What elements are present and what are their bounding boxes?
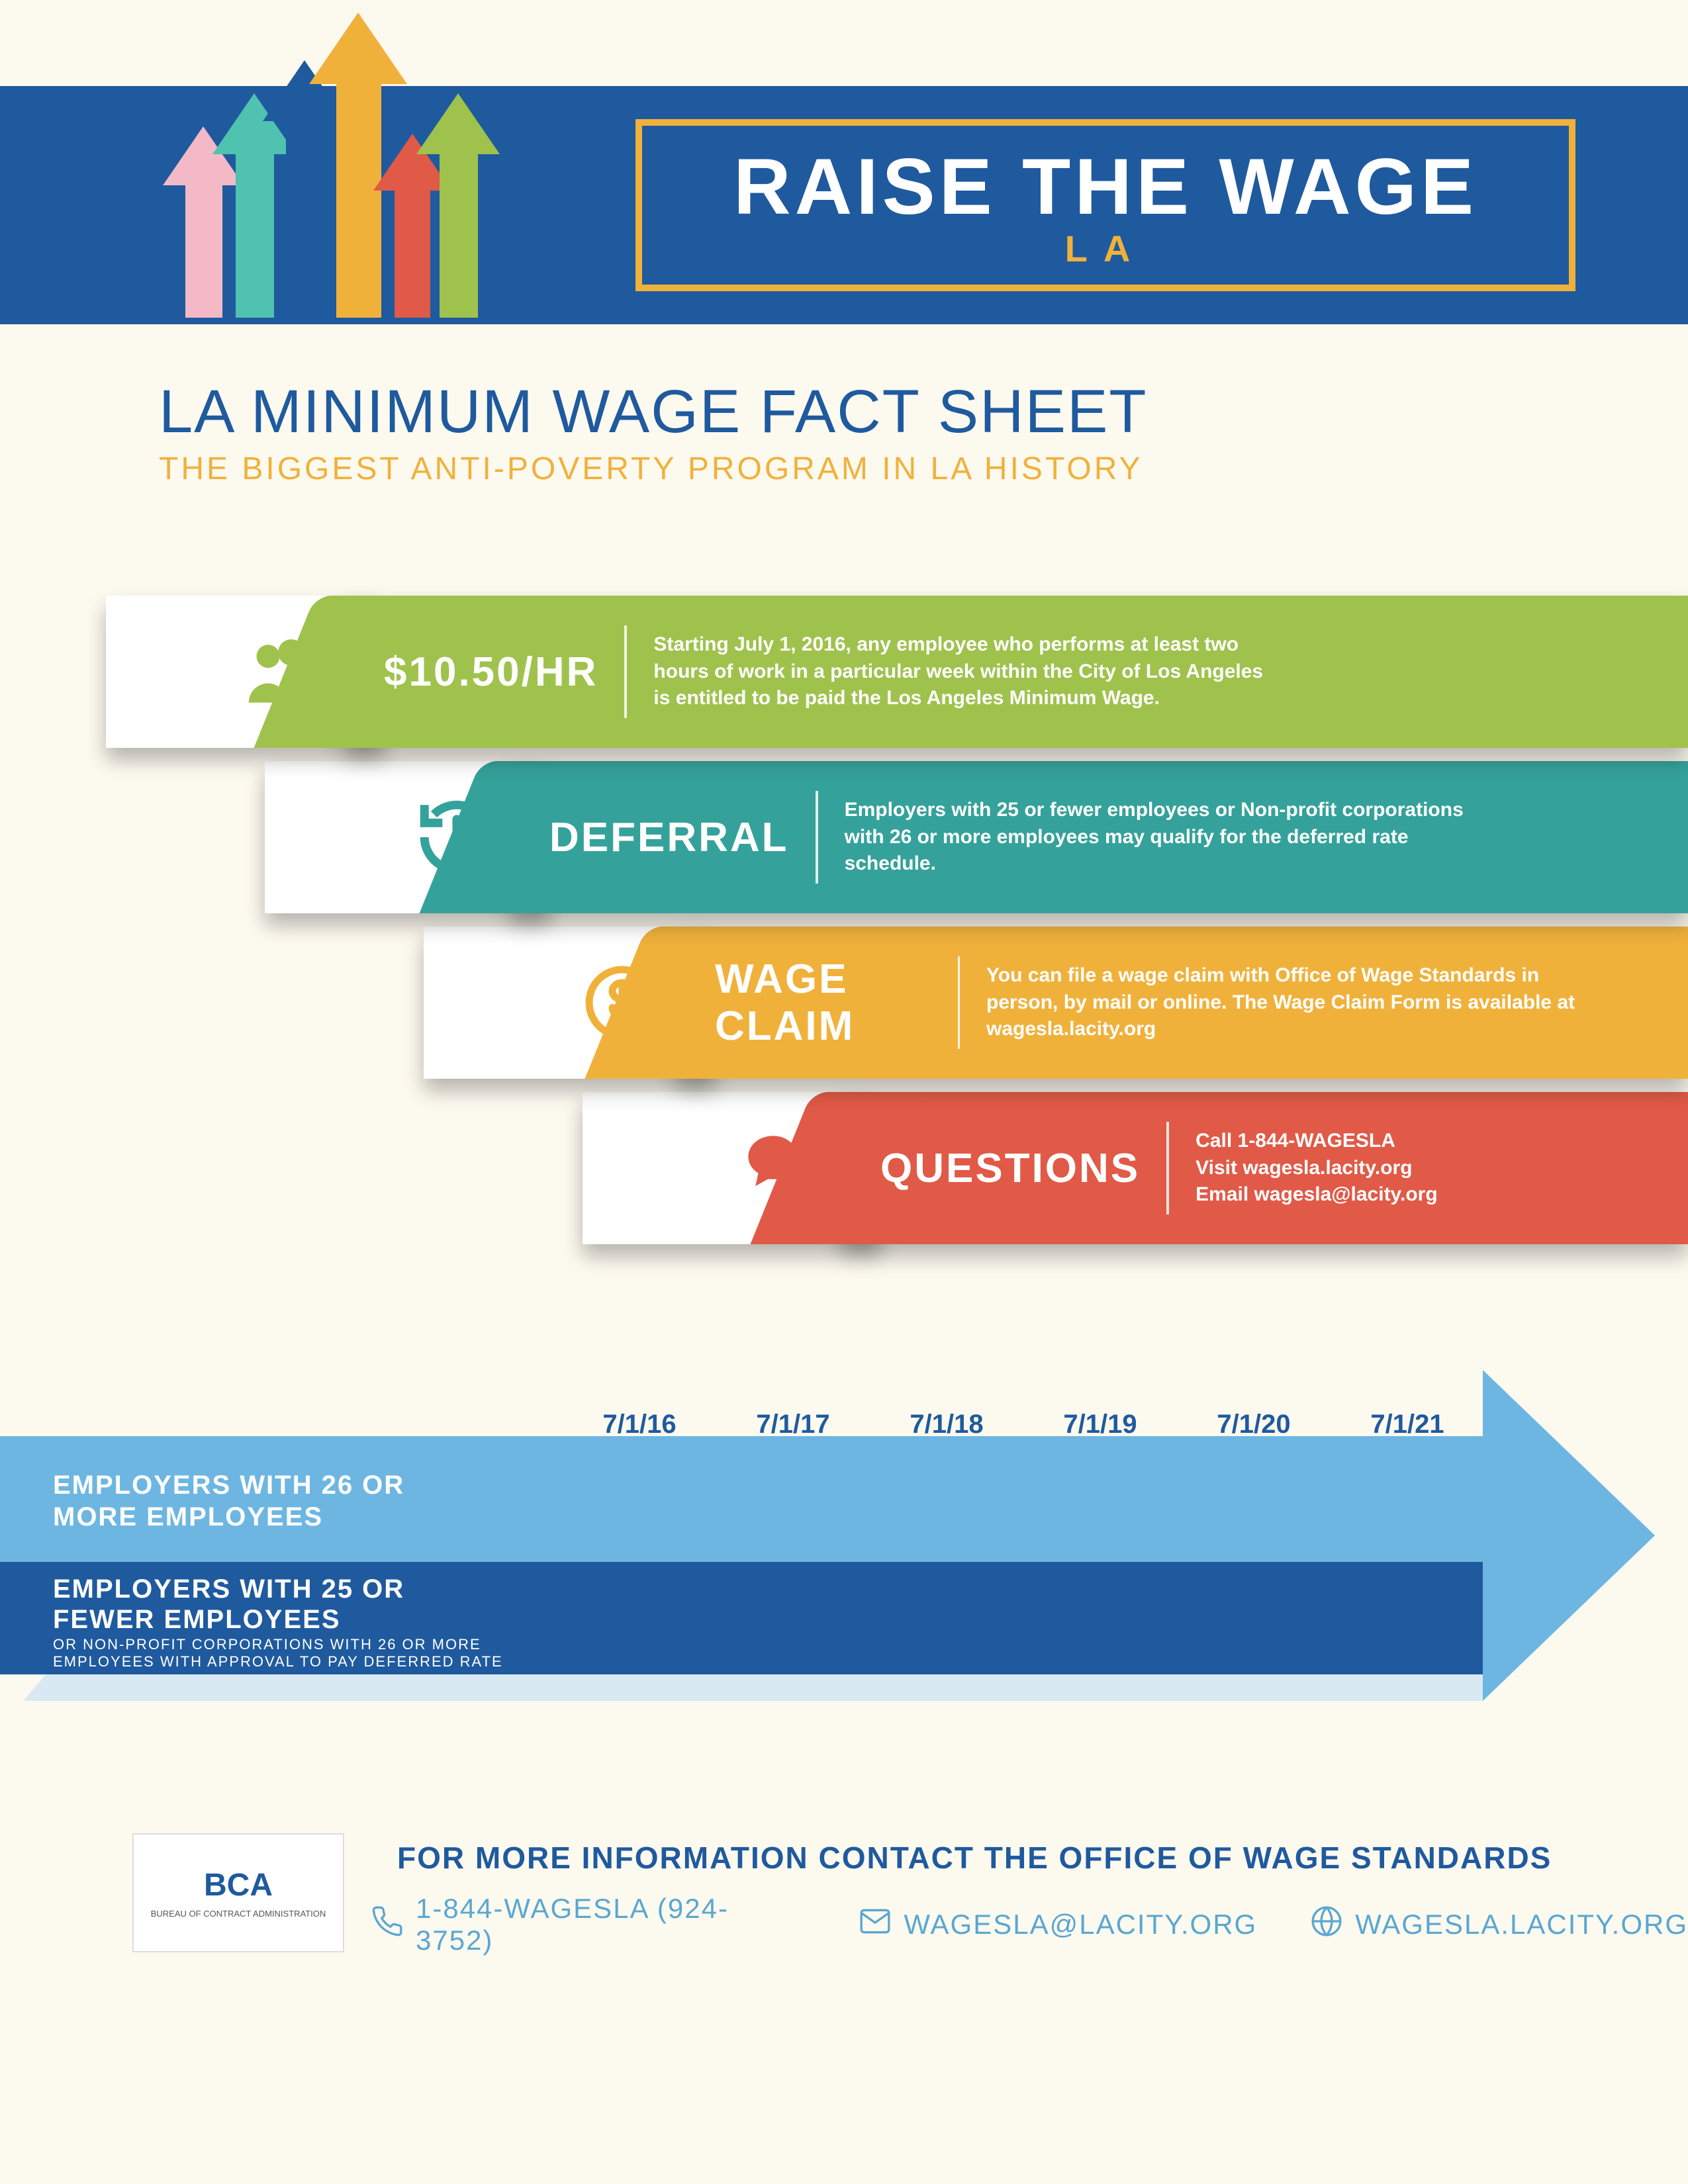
- mail-icon: [859, 1905, 892, 1944]
- footer-phone[interactable]: 1-844-WAGESLA (924-3752): [371, 1893, 806, 1956]
- band-row: DEFERRALEmployers with 25 or fewer emplo…: [0, 761, 1688, 927]
- arrows-logo: [185, 26, 530, 357]
- band-description: Call 1-844-WAGESLAVisit wagesla.lacity.o…: [1169, 1128, 1517, 1208]
- globe-icon: [1310, 1905, 1343, 1944]
- title-main: RAISE THE WAGE: [733, 141, 1477, 232]
- band-row: $10.50/HRStarting July 1, 2016, any empl…: [0, 596, 1688, 761]
- footer-email-text: WAGESLA@LACITY.ORG: [904, 1909, 1257, 1940]
- heading-sub: THE BIGGEST ANTI-POVERTY PROGRAM IN LA H…: [159, 451, 1549, 487]
- wage-schedule: 7/1/16$10.50DEFERRED7/1/17$12.00$10.507/…: [0, 1410, 1688, 1714]
- logo-acronym: BCA: [204, 1867, 273, 1903]
- schedule-tail: [60, 1674, 1483, 1701]
- band-description: Employers with 25 or fewer employees or …: [818, 797, 1546, 878]
- heading-main: LA MINIMUM WAGE FACT SHEET: [159, 377, 1549, 447]
- band-title: WAGE CLAIM: [675, 956, 958, 1050]
- schedule-bottom-row: EMPLOYERS WITH 25 OR FEWER EMPLOYEES OR …: [0, 1562, 1688, 1714]
- schedule-top-row: EMPLOYERS WITH 26 OR MORE EMPLOYEES: [0, 1410, 1688, 1562]
- bca-logo: BCA BUREAU OF CONTRACT ADMINISTRATION: [132, 1833, 344, 1952]
- title-box: RAISE THE WAGE LA: [635, 119, 1575, 291]
- band-main: $10.50/HRStarting July 1, 2016, any empl…: [344, 596, 1688, 748]
- footer-email[interactable]: WAGESLA@LACITY.ORG: [859, 1905, 1257, 1944]
- footer-contacts: 1-844-WAGESLA (924-3752) WAGESLA@LACITY.…: [371, 1893, 1688, 1956]
- band-title: $10.50/HR: [344, 649, 624, 696]
- schedule-bottom-label: EMPLOYERS WITH 25 OR FEWER EMPLOYEES: [53, 1574, 503, 1635]
- band-title: DEFERRAL: [510, 814, 816, 861]
- schedule-top-label: EMPLOYERS WITH 26 OR MORE EMPLOYEES: [53, 1469, 477, 1533]
- footer-web[interactable]: WAGESLA.LACITY.ORG: [1310, 1905, 1688, 1944]
- band-row: QUESTIONSCall 1-844-WAGESLAVisit wagesla…: [0, 1092, 1688, 1257]
- band-title: QUESTIONS: [841, 1145, 1166, 1192]
- title-sub: LA: [1065, 227, 1147, 270]
- fact-bands: $10.50/HRStarting July 1, 2016, any empl…: [0, 596, 1688, 1257]
- footer-phone-text: 1-844-WAGESLA (924-3752): [416, 1893, 806, 1956]
- logo-text: BUREAU OF CONTRACT ADMINISTRATION: [144, 1909, 333, 1919]
- phone-icon: [371, 1905, 404, 1944]
- band-main: WAGE CLAIMYou can file a wage claim with…: [675, 927, 1688, 1079]
- band-description: You can file a wage claim with Office of…: [960, 962, 1688, 1043]
- band-main: QUESTIONSCall 1-844-WAGESLAVisit wagesla…: [841, 1092, 1688, 1244]
- band-row: WAGE CLAIMYou can file a wage claim with…: [0, 927, 1688, 1092]
- band-main: DEFERRALEmployers with 25 or fewer emplo…: [510, 761, 1688, 913]
- footer-heading: FOR MORE INFORMATION CONTACT THE OFFICE …: [397, 1840, 1552, 1876]
- schedule-bottom-note: OR NON-PROFIT CORPORATIONS WITH 26 OR MO…: [53, 1636, 503, 1671]
- section-heading: LA MINIMUM WAGE FACT SHEET THE BIGGEST A…: [159, 377, 1549, 487]
- footer-web-text: WAGESLA.LACITY.ORG: [1355, 1909, 1688, 1940]
- band-description: Starting July 1, 2016, any employee who …: [627, 631, 1355, 712]
